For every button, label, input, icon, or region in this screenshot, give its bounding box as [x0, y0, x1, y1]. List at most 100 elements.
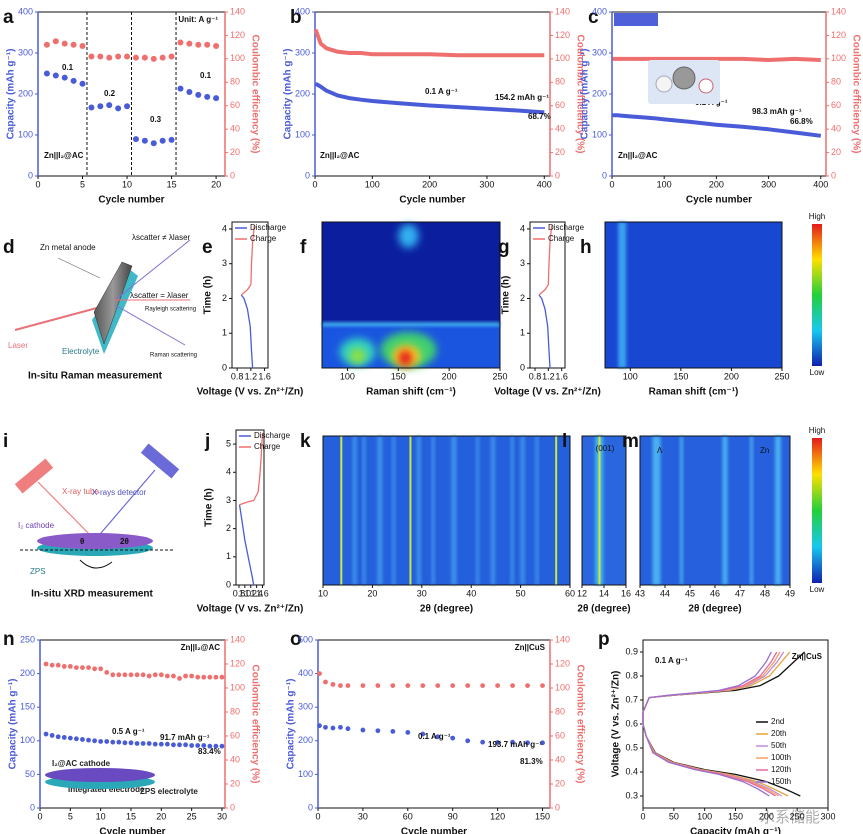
y-tick-label: 250 — [20, 634, 35, 644]
data-line — [314, 82, 545, 115]
y2-tick-label: 100 — [230, 682, 245, 692]
cathode-disk — [37, 533, 153, 549]
data-point — [152, 741, 158, 747]
data-point — [540, 740, 545, 746]
data-point — [97, 53, 104, 60]
y-axis-label: Time (h) — [203, 276, 214, 315]
data-point — [98, 739, 104, 744]
y2-tick-label: 60 — [230, 100, 240, 110]
data-point — [98, 666, 104, 672]
data-point — [52, 72, 59, 79]
badge — [614, 13, 658, 26]
x-tick-label: 60 — [565, 588, 575, 598]
x-tick-label: 20 — [156, 811, 166, 821]
x-tick-label: 150 — [728, 811, 743, 821]
x-tick-label: 20 — [211, 179, 221, 189]
y-tick-label: 300 — [592, 47, 607, 57]
y-tick-label: 400 — [298, 668, 313, 678]
y2-tick-label: 140 — [555, 6, 570, 16]
heatmap-stripe — [340, 436, 343, 585]
heatmap-bg — [323, 436, 570, 585]
y2-axis-label: Coulombic efficiency (%) — [850, 35, 861, 154]
data-point — [195, 743, 201, 748]
plot-frame — [231, 221, 269, 369]
data-point — [450, 735, 456, 741]
x-axis-label: 2θ (degree) — [577, 604, 630, 615]
colorbar-label: Low — [810, 368, 825, 377]
panel-letter: l — [562, 431, 567, 452]
panel-letter: m — [622, 431, 639, 452]
y2-tick-label: 20 — [230, 147, 240, 157]
xrd-diagram: i X-ray tube X-rays detector I₂ cathode … — [3, 431, 180, 600]
data-line — [538, 225, 553, 296]
y2-tick-label: 100 — [555, 53, 570, 63]
y-tick-label: 0.8 — [625, 670, 638, 680]
data-point — [116, 739, 122, 745]
y-axis-label: Capacity (mAh g⁻¹) — [580, 49, 591, 140]
x-tick-label: 200 — [442, 371, 457, 381]
data-line — [238, 504, 255, 586]
y2-tick-label: 20 — [555, 147, 565, 157]
panel: e 0.8 1.2 1.6 Voltage (V vs. Zn²⁺/Zn) 0 1 2 3 4 Ti… — [197, 221, 304, 398]
x-tick-label: 47 — [735, 588, 745, 598]
x-axis-label: Voltage (V vs. Zn²⁺/Zn) — [197, 387, 304, 398]
diagram-label: Rayleigh scattering — [145, 307, 196, 313]
x-tick-label: 250 — [790, 811, 805, 821]
data-point — [55, 734, 61, 740]
y-tick-label: 100 — [298, 769, 313, 779]
data-point — [375, 683, 381, 688]
heatmap-stripe — [618, 222, 627, 368]
electrode-top — [45, 768, 155, 782]
panel-letter: h — [580, 237, 592, 258]
y-tick-label: 0 — [602, 170, 607, 180]
y2-tick-label: 80 — [555, 77, 565, 87]
data-point — [201, 743, 207, 748]
y-tick-label: 50 — [25, 769, 35, 779]
data-point — [213, 674, 219, 680]
x-tick-label: 1.6 — [555, 371, 568, 381]
data-point — [159, 54, 166, 61]
y2-tick-label: 20 — [230, 778, 240, 788]
annotation: 0.3 — [150, 115, 162, 124]
diagram-label: 2θ — [120, 537, 129, 546]
beam — [94, 469, 156, 541]
data-point — [317, 671, 322, 676]
data-point — [480, 739, 486, 745]
heatmap-stripe — [510, 436, 514, 585]
inset-icon — [698, 78, 714, 94]
data-line — [313, 28, 545, 58]
y-tick-label: 400 — [592, 6, 607, 16]
data-point — [195, 674, 201, 680]
data-point — [110, 739, 116, 745]
annotation: Zn||CuS — [515, 643, 546, 652]
y-tick-label: 2 — [222, 293, 227, 303]
data-point — [115, 105, 122, 112]
y-tick-label: 3 — [520, 258, 525, 268]
x-tick-label: 1.2 — [244, 588, 257, 598]
y-tick-label: 200 — [592, 88, 607, 98]
diagram-label: Laser — [8, 341, 28, 350]
data-point — [115, 53, 122, 60]
data-point — [323, 679, 328, 685]
y2-tick-label: 120 — [831, 30, 846, 40]
x-tick-label: 40 — [466, 588, 476, 598]
x-tick-label: 43 — [635, 588, 645, 598]
annotation: 154.2 mAh g⁻¹ — [495, 93, 549, 102]
x-tick-label: 30 — [417, 588, 427, 598]
x-tick-label: 90 — [448, 811, 458, 821]
x-axis-label: Voltage (V vs. Zn²⁺/Zn) — [494, 387, 601, 398]
y2-tick-label: 60 — [555, 730, 565, 740]
heatmap-bg — [605, 222, 782, 368]
data-point — [88, 104, 95, 111]
x-tick-label: 10 — [122, 179, 132, 189]
data-point — [110, 672, 116, 678]
data-point — [79, 42, 86, 49]
data-point — [525, 740, 530, 746]
diagram-label: ZPS — [30, 567, 46, 576]
panel-letter: i — [3, 431, 8, 452]
diagram-label: X-ray tube — [62, 487, 99, 496]
annotation: I₂@AC cathode — [52, 759, 111, 768]
annotation: 0.1 A g⁻¹ — [655, 656, 688, 665]
legend-label: 120th — [771, 765, 791, 774]
data-point — [86, 665, 91, 670]
